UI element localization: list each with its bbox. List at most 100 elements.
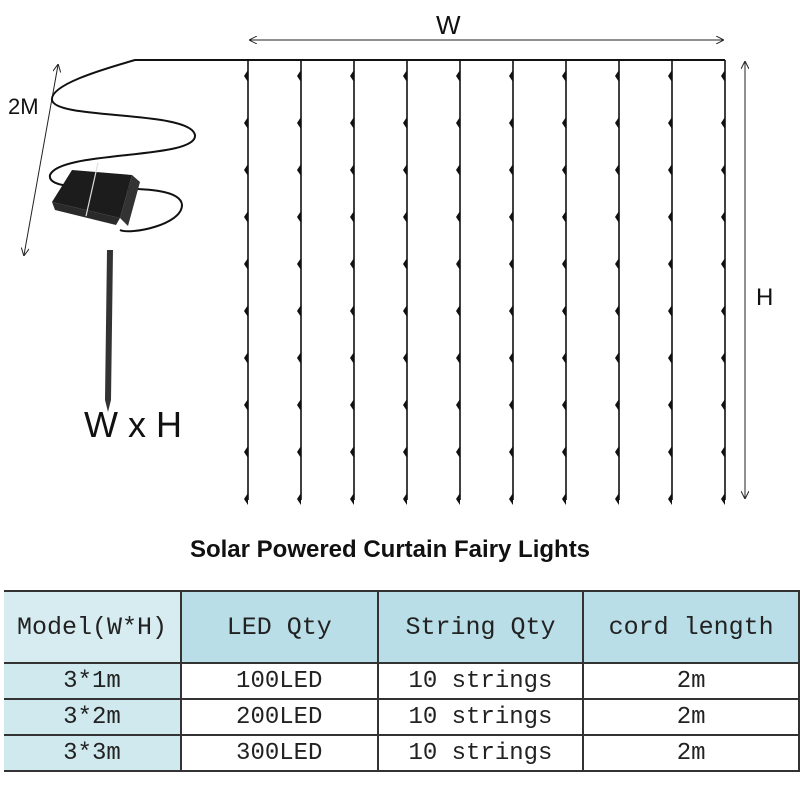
top-wire: [49, 59, 725, 233]
led-bulb-icon: [350, 211, 354, 223]
led-bulb-icon: [350, 493, 354, 505]
led-bulb-icon: [721, 258, 725, 270]
cell-model: 3*3m: [4, 734, 182, 772]
led-bulb-icon: [562, 493, 566, 505]
led-bulb-icon: [668, 446, 672, 458]
led-bulb-icon: [297, 164, 301, 176]
led-bulb-icon: [509, 117, 513, 129]
header-model: Model(W*H): [4, 590, 182, 664]
light-string: [509, 60, 514, 505]
light-string: [403, 60, 408, 505]
led-bulb-icon: [509, 352, 513, 364]
led-bulb-icon: [509, 70, 513, 82]
table-header-row: Model(W*H) LED Qty String Qty cord lengt…: [4, 590, 800, 664]
led-bulb-icon: [297, 305, 301, 317]
led-bulb-icon: [615, 399, 619, 411]
cell-cord-length: 2m: [582, 662, 800, 700]
led-bulb-icon: [297, 352, 301, 364]
table-row: 3*1m 100LED 10 strings 2m: [4, 662, 800, 700]
cord-length-label: 2M: [8, 94, 39, 119]
led-bulb-icon: [562, 352, 566, 364]
led-bulb-icon: [456, 117, 460, 129]
led-bulb-icon: [456, 446, 460, 458]
led-bulb-icon: [615, 258, 619, 270]
light-string: [297, 60, 302, 505]
led-bulb-icon: [403, 352, 407, 364]
led-bulb-icon: [721, 399, 725, 411]
header-led-qty: LED Qty: [179, 590, 379, 664]
cell-cord-length: 2m: [582, 698, 800, 736]
led-bulb-icon: [456, 305, 460, 317]
led-bulb-icon: [297, 258, 301, 270]
led-bulb-icon: [456, 493, 460, 505]
led-bulb-icon: [721, 164, 725, 176]
led-bulb-icon: [668, 70, 672, 82]
product-title: Solar Powered Curtain Fairy Lights: [189, 536, 591, 563]
led-bulb-icon: [668, 399, 672, 411]
led-bulb-icon: [562, 117, 566, 129]
spec-table: Model(W*H) LED Qty String Qty cord lengt…: [4, 590, 800, 772]
cell-led-qty: 200LED: [179, 698, 379, 736]
led-bulb-icon: [403, 70, 407, 82]
led-bulb-icon: [456, 164, 460, 176]
led-bulb-icon: [350, 305, 354, 317]
header-string-qty: String Qty: [376, 590, 585, 664]
led-bulb-icon: [350, 70, 354, 82]
led-bulb-icon: [721, 117, 725, 129]
led-bulb-icon: [403, 305, 407, 317]
led-bulb-icon: [562, 70, 566, 82]
cell-led-qty: 100LED: [179, 662, 379, 700]
led-bulb-icon: [244, 164, 248, 176]
led-bulb-icon: [456, 211, 460, 223]
led-bulb-icon: [403, 164, 407, 176]
led-bulb-icon: [244, 352, 248, 364]
led-bulb-icon: [668, 352, 672, 364]
led-bulb-icon: [562, 211, 566, 223]
led-bulb-icon: [509, 258, 513, 270]
light-string: [721, 60, 726, 505]
led-bulb-icon: [297, 117, 301, 129]
led-bulb-icon: [668, 493, 672, 505]
table-row: 3*3m 300LED 10 strings 2m: [4, 734, 800, 772]
solar-panel-icon: [52, 162, 140, 412]
width-label: W: [436, 10, 461, 40]
led-bulb-icon: [403, 446, 407, 458]
light-string: [244, 60, 249, 505]
light-string: [562, 60, 567, 505]
cell-model: 3*1m: [4, 662, 182, 700]
led-bulb-icon: [509, 446, 513, 458]
cell-model: 3*2m: [4, 698, 182, 736]
light-strings: [244, 60, 726, 505]
led-bulb-icon: [403, 117, 407, 129]
led-bulb-icon: [297, 399, 301, 411]
led-bulb-icon: [562, 164, 566, 176]
light-string: [668, 60, 673, 505]
led-bulb-icon: [615, 305, 619, 317]
led-bulb-icon: [615, 211, 619, 223]
led-bulb-icon: [668, 211, 672, 223]
led-bulb-icon: [615, 446, 619, 458]
led-bulb-icon: [456, 352, 460, 364]
led-bulb-icon: [509, 211, 513, 223]
cell-led-qty: 300LED: [179, 734, 379, 772]
led-bulb-icon: [721, 70, 725, 82]
led-bulb-icon: [456, 399, 460, 411]
led-bulb-icon: [403, 399, 407, 411]
cell-string-qty: 10 strings: [376, 662, 585, 700]
led-bulb-icon: [297, 493, 301, 505]
led-bulb-icon: [350, 164, 354, 176]
led-bulb-icon: [297, 70, 301, 82]
led-bulb-icon: [721, 352, 725, 364]
led-bulb-icon: [350, 446, 354, 458]
led-bulb-icon: [244, 258, 248, 270]
led-bulb-icon: [509, 493, 513, 505]
led-bulb-icon: [668, 258, 672, 270]
led-bulb-icon: [615, 352, 619, 364]
size-label: W x H: [84, 404, 182, 445]
led-bulb-icon: [721, 493, 725, 505]
led-bulb-icon: [350, 352, 354, 364]
led-bulb-icon: [456, 70, 460, 82]
led-bulb-icon: [668, 305, 672, 317]
led-bulb-icon: [244, 305, 248, 317]
